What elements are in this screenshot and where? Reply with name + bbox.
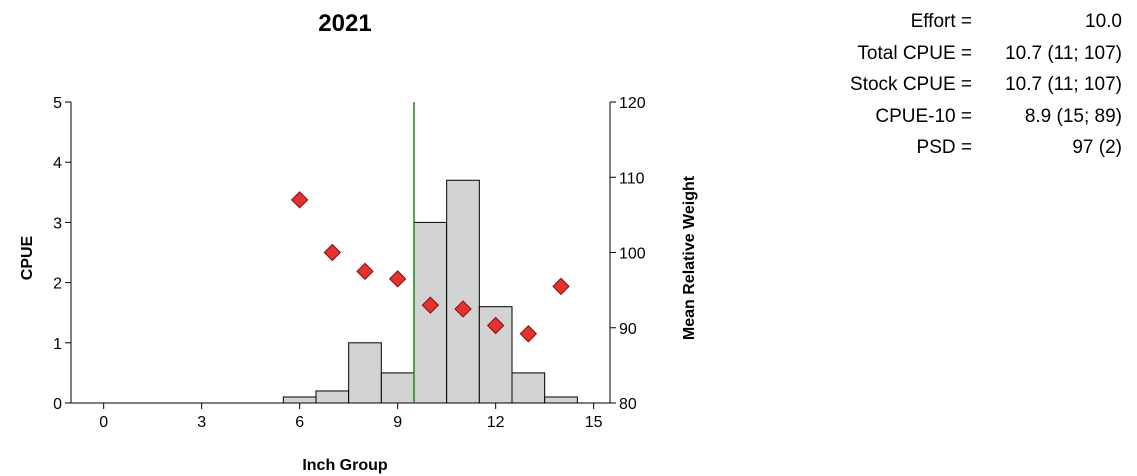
weight-marker [421, 296, 440, 314]
weight-marker [323, 243, 342, 262]
y2-tick-label: 120 [619, 95, 646, 112]
x-tick-label: 15 [585, 414, 603, 431]
y-tick-label: 1 [53, 336, 62, 353]
bars-layer [282, 179, 578, 404]
histogram-bar [315, 390, 350, 404]
weight-marker [552, 277, 570, 296]
histogram-bar [544, 396, 578, 404]
x-tick-label: 9 [393, 414, 402, 431]
stat-row: Effort = 10.0 [740, 6, 1122, 38]
x-tick-label: 3 [197, 414, 206, 431]
stat-label: Stock CPUE = [850, 74, 972, 95]
y-tick-label: 3 [53, 215, 62, 232]
weight-marker [290, 191, 309, 209]
stat-label: CPUE-10 = [875, 105, 972, 127]
y2-tick-label: 110 [619, 170, 645, 187]
x-tick-label: 0 [99, 414, 108, 431]
y-tick-label: 4 [53, 155, 62, 172]
weight-marker [356, 262, 374, 281]
stat-value: 97 (2) [1072, 137, 1122, 158]
y2-tick-label: 90 [619, 321, 637, 338]
y2-tick-label: 80 [619, 396, 637, 413]
stat-label: Total CPUE = [857, 42, 972, 64]
histogram-bar [282, 396, 317, 404]
marks-layer [290, 102, 570, 403]
histogram-bar [380, 372, 415, 404]
y2-axis-label: Mean Relative Weight [681, 175, 698, 340]
stat-row: PSD = 97 (2) [740, 132, 1122, 164]
weight-marker [388, 270, 407, 288]
x-tick-label: 12 [487, 414, 505, 431]
histogram-bar [511, 372, 546, 404]
y-tick-label: 5 [53, 95, 62, 112]
weight-marker [486, 316, 505, 335]
stat-value: 10.0 [1085, 11, 1122, 32]
stat-row: Total CPUE = 10.7 (11; 107) [740, 38, 1122, 70]
stat-value: 10.7 (11; 107) [1005, 42, 1122, 64]
chart-title: 2021 [318, 10, 371, 37]
x-tick-label: 6 [295, 414, 304, 431]
x-axis-label: Inch Group [302, 457, 388, 474]
histogram-bar [446, 179, 480, 404]
y2-tick-label: 100 [619, 246, 646, 263]
stat-value: 8.9 (15; 89) [1024, 105, 1122, 127]
y-tick-label: 2 [53, 276, 62, 293]
y-tick-label: 0 [53, 396, 62, 413]
histogram-bar [348, 342, 382, 404]
weight-marker [454, 300, 472, 318]
stat-row: CPUE-10 = 8.9 (15; 89) [740, 101, 1122, 133]
weight-marker [519, 325, 538, 343]
stats-panel: Effort = 10.0 Total CPUE = 10.7 (11; 107) St… [740, 6, 1122, 164]
stat-value: 10.7 (11; 107) [1005, 74, 1122, 95]
stat-row: Stock CPUE = 10.7 (11; 107) [740, 69, 1122, 101]
y-axis-label: CPUE [19, 235, 36, 280]
stat-label: Effort = [910, 11, 972, 32]
stat-label: PSD = [916, 137, 972, 158]
